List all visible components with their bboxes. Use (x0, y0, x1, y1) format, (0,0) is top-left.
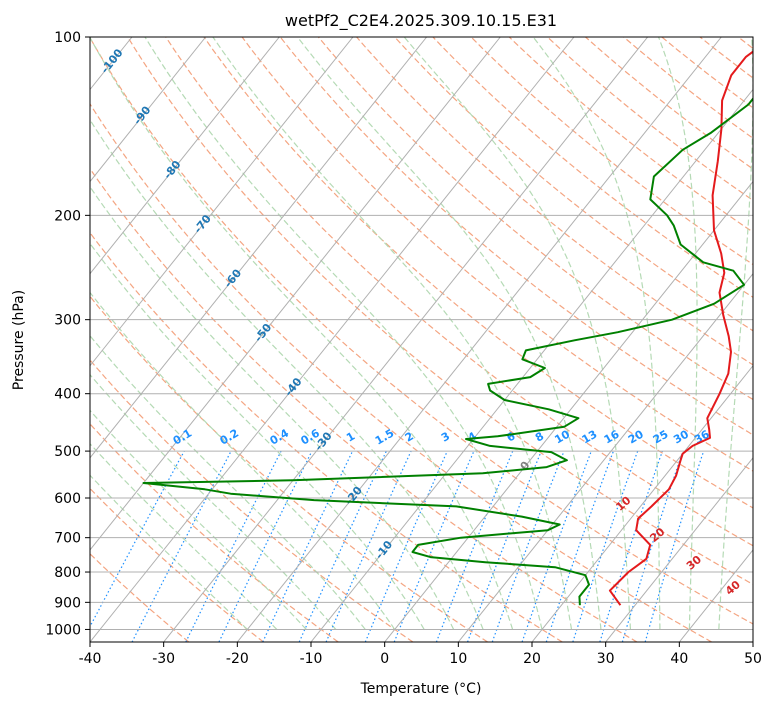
mixing-ratio-line (572, 450, 639, 642)
chart-title: wetPf2_C2E4.2025.309.10.15.E31 (285, 11, 557, 31)
x-tick-label: 0 (380, 651, 389, 667)
moist-adiabat-line (212, 37, 573, 630)
tick-layer: -40 -30 -20 -10 0 10 20 30 40 50 1000 900 800 700 600 5… (45, 30, 762, 667)
mixing-ratio-line (185, 450, 282, 642)
moist-adiabat-line (718, 37, 753, 630)
plot-frame (89, 36, 754, 643)
y-tick-label: 800 (54, 565, 81, 581)
dry-adiabat-line (279, 37, 753, 436)
adiabat-layer (90, 37, 753, 642)
mixing-ratio-line (599, 450, 663, 642)
moist-adiabat-line (90, 334, 366, 630)
dry-adiabat-line (317, 37, 753, 401)
dry-adiabat-line (90, 102, 712, 642)
dry-adiabat-line (90, 37, 753, 625)
x-tick-label: 40 (670, 651, 688, 667)
moist-adiabat-line (658, 37, 698, 630)
x-tick-label: -20 (226, 651, 249, 667)
mixing-ratio-line (364, 450, 448, 642)
isotherm-gridline (90, 37, 280, 275)
dewpoint-line (142, 97, 753, 606)
moist-adiabat-line (403, 37, 631, 630)
mixing-ratio-line (90, 450, 185, 628)
isotherm-gridline (531, 364, 753, 642)
mixing-ratio-line (466, 450, 542, 642)
dry-adiabat-line (90, 487, 264, 642)
dry-adiabat-line (90, 231, 563, 642)
isotherm-gridline (457, 272, 753, 642)
x-tick-label: -40 (79, 651, 102, 667)
dry-adiabat-line (203, 37, 753, 509)
x-tick-label: 50 (744, 651, 762, 667)
isotherm-gridline (163, 37, 649, 642)
y-tick-label: 700 (54, 531, 81, 547)
y-tick-label: 600 (54, 491, 81, 507)
moist-adiabat-line (297, 37, 602, 630)
moist-adiabat-line (144, 37, 543, 630)
isotherm-gridline (310, 88, 753, 642)
mixing-ratio-line (435, 450, 514, 642)
isotherm-gridline (90, 37, 354, 367)
moist-adiabat-line (90, 409, 307, 630)
isotherm-gridline (90, 37, 501, 551)
y-tick-label: 100 (54, 30, 81, 46)
dry-adiabat-line (127, 37, 753, 586)
moist-adiabat-line (90, 242, 425, 630)
x-tick-label: 30 (597, 651, 615, 667)
x-tick-label: -10 (300, 651, 323, 667)
temperature-line (608, 50, 753, 606)
y-tick-label: 900 (54, 595, 81, 611)
y-tick-label: 1000 (45, 622, 81, 638)
x-tick-label: 10 (449, 651, 467, 667)
isotherm-gridline (384, 180, 753, 642)
dry-adiabat-line (90, 553, 190, 642)
x-tick-label: -30 (152, 651, 175, 667)
moist-adiabat-line (90, 373, 337, 630)
series-layer (142, 50, 753, 606)
y-tick-label: 300 (54, 313, 81, 329)
grid-layer (90, 37, 753, 642)
isotherm-gridline (90, 37, 428, 459)
mixing-ratio-line (491, 450, 565, 642)
mixing-ratio-line (545, 450, 614, 642)
mixing-ratio-line (521, 450, 592, 642)
moist-adiabat-line (90, 118, 484, 630)
y-axis-label: Pressure (hPa) (11, 290, 27, 390)
isotherm-gridline (236, 37, 722, 642)
mixing-ratio-line (325, 450, 412, 642)
mixing-ratio-line (621, 450, 684, 642)
y-tick-label: 500 (54, 444, 81, 460)
dry-adiabat-line (90, 295, 488, 642)
moist-adiabat-line (90, 185, 455, 630)
y-tick-label: 200 (54, 208, 81, 224)
isotherm-gridline (90, 37, 575, 642)
isotherm-gridline (605, 457, 753, 642)
moist-adiabat-line (90, 442, 278, 630)
isotherm-gridline (90, 37, 207, 183)
y-tick-label: 400 (54, 387, 81, 403)
x-axis-label: Temperature (°C) (360, 681, 482, 697)
dry-adiabat-line (394, 37, 753, 332)
moist-adiabat-line (532, 37, 661, 630)
x-tick-label: 20 (523, 651, 541, 667)
